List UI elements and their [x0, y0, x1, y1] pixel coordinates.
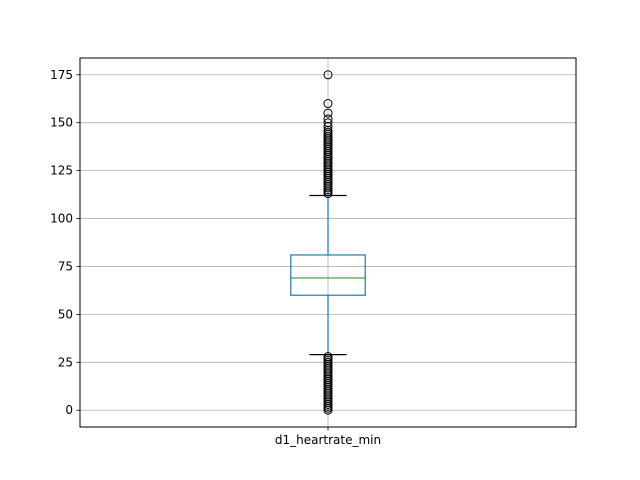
outlier-point [323, 352, 333, 362]
y-tick-label: 0 [65, 403, 73, 417]
y-tick-label: 150 [50, 116, 73, 130]
iqr-box [290, 254, 366, 296]
outlier-point [323, 70, 333, 80]
axes: 0 25 50 75 100 125 150 175 d1_heartrate_min [50, 68, 381, 447]
y-tick-label: 25 [58, 355, 73, 369]
outlier-point [323, 114, 333, 124]
outlier-point [323, 99, 333, 109]
y-tick-label: 125 [50, 164, 73, 178]
y-tick-label: 100 [50, 212, 73, 226]
y-tick-label: 175 [50, 68, 73, 82]
y-tick-label: 50 [58, 307, 73, 321]
x-tick-label: d1_heartrate_min [275, 433, 381, 447]
y-tick-label: 75 [58, 259, 73, 273]
outlier-point [323, 118, 333, 128]
boxplot [290, 70, 366, 415]
outlier-point [323, 108, 333, 118]
